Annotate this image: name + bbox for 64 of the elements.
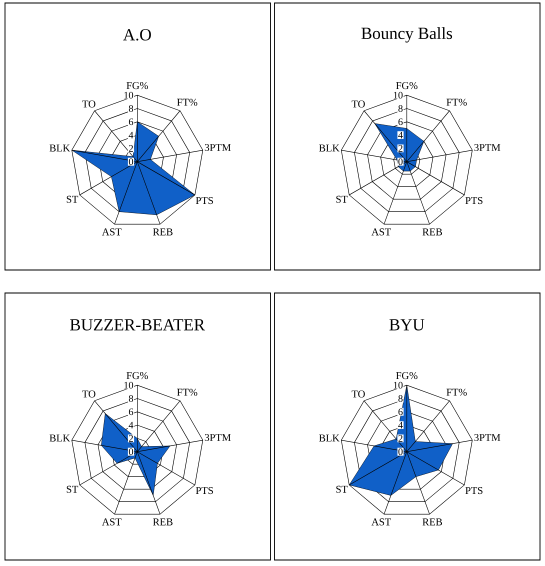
spoke-label: TO — [82, 100, 96, 108]
spoke-label: TO — [352, 100, 365, 108]
y-tick-label: 0 — [128, 158, 134, 166]
spoke-label: ST — [66, 486, 78, 493]
spoke-label: FG% — [396, 372, 418, 380]
spoke-label: TO — [352, 390, 365, 398]
y-tick-label: 2 — [398, 435, 402, 442]
spoke-label: TO — [82, 390, 96, 398]
y-tick-label: 4 — [398, 132, 403, 138]
spoke-label: ST — [66, 196, 78, 203]
spoke-label: FT% — [177, 388, 198, 396]
spoke-label: BLK — [50, 144, 70, 152]
chart-title: BYU — [389, 319, 424, 330]
y-tick-label: 0 — [128, 448, 134, 456]
spoke-label: AST — [371, 518, 391, 526]
spoke-label: 3PTM — [204, 434, 231, 442]
spoke-label: ST — [336, 196, 348, 203]
spoke-label: REB — [152, 518, 173, 526]
spoke-label: PTS — [465, 197, 482, 204]
spoke-label: 3PTM — [204, 144, 231, 152]
spoke-label: ST — [336, 486, 348, 493]
spoke-label: PTS — [196, 197, 213, 204]
spoke-label: AST — [102, 228, 122, 236]
spoke-label: FT% — [177, 98, 198, 106]
spoke-label: 3PTM — [474, 144, 500, 152]
y-tick-label: 6 — [128, 408, 134, 416]
y-tick-label: 0 — [398, 158, 403, 166]
spoke-label: REB — [422, 518, 442, 526]
chart-title: Bouncy Balls — [361, 27, 452, 43]
spoke-label: FT% — [446, 388, 467, 396]
spoke-label: FG% — [126, 82, 148, 90]
y-tick-label: 10 — [394, 382, 403, 389]
y-tick-label: 4 — [128, 132, 134, 138]
spoke-label: REB — [152, 228, 173, 236]
y-tick-label: 8 — [398, 105, 403, 112]
y-tick-label: 2 — [128, 435, 133, 442]
y-tick-label: 4 — [128, 422, 134, 428]
spoke-label: FG% — [126, 372, 148, 380]
spoke-label: BLK — [319, 434, 340, 442]
y-tick-label: 8 — [128, 395, 134, 402]
y-tick-label: 4 — [398, 422, 403, 428]
y-tick-label: 8 — [398, 395, 403, 402]
spoke-label: FT% — [446, 98, 467, 106]
y-tick-label: 6 — [398, 408, 403, 416]
y-tick-label: 6 — [398, 118, 403, 126]
spoke-label: PTS — [465, 487, 482, 494]
spoke-label: 3PTM — [474, 434, 500, 442]
y-tick-label: 6 — [128, 118, 134, 126]
spoke-label: AST — [371, 228, 391, 236]
chart-title: A.O — [123, 29, 151, 41]
spoke-label: REB — [422, 228, 442, 236]
y-tick-label: 8 — [128, 105, 134, 112]
spoke-label: PTS — [196, 487, 213, 494]
y-tick-label: 10 — [124, 382, 134, 389]
y-tick-label: 2 — [398, 145, 402, 152]
y-tick-label: 10 — [124, 92, 134, 99]
spoke-label: FG% — [396, 82, 418, 90]
y-tick-label: 0 — [398, 448, 403, 456]
y-tick-label: 10 — [394, 92, 403, 99]
spoke-label: BLK — [50, 434, 70, 442]
chart-title: BUZZER-BEATER — [70, 319, 206, 331]
spoke-label: AST — [102, 518, 122, 526]
y-tick-label: 2 — [128, 145, 133, 152]
spoke-label: BLK — [319, 144, 340, 152]
